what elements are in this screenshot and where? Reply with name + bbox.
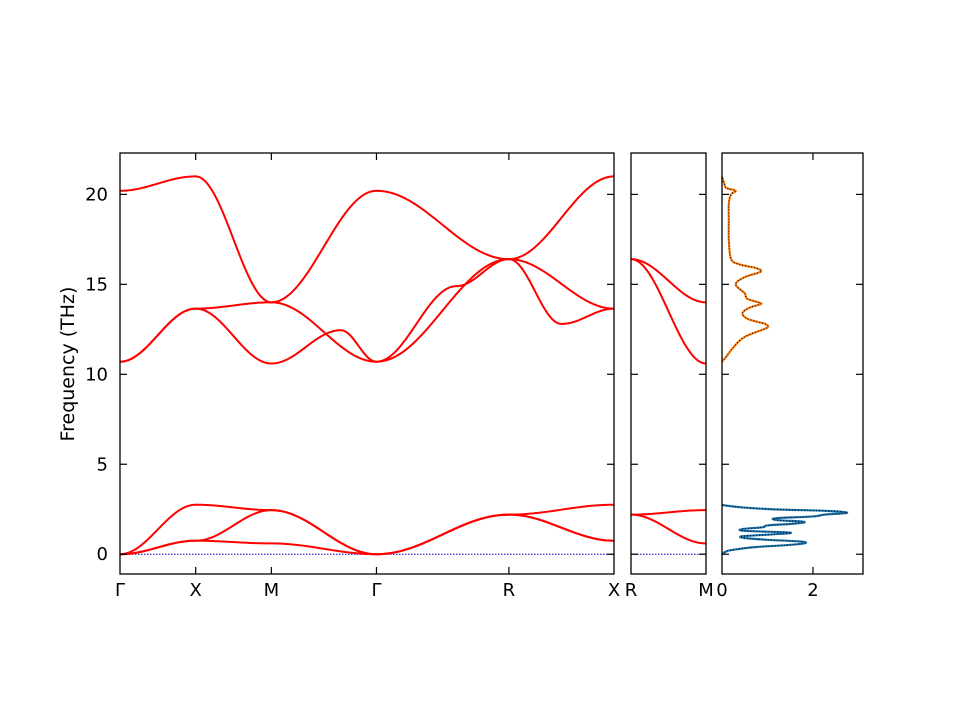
x-tick-label: M: [264, 580, 280, 601]
phonon-band-5: [119, 258, 615, 363]
x-tick-label: 0: [716, 580, 727, 601]
phonon-band-3: [630, 258, 707, 365]
y-tick-label: 5: [97, 454, 108, 475]
y-tick-label: 20: [85, 184, 108, 205]
phonon-band-2: [630, 509, 707, 516]
dos-curve-1: [721, 503, 849, 556]
x-tick-label: Γ: [115, 580, 125, 601]
x-tick-label: Γ: [371, 580, 381, 601]
x-tick-label: R: [503, 580, 516, 601]
x-tick-label: X: [608, 580, 620, 601]
phonon-band-1: [630, 513, 707, 545]
phonon-band-4: [630, 258, 707, 304]
dos-curve-dots-2: [721, 176, 769, 363]
phonon-band-2: [119, 509, 615, 556]
x-tick-label: 2: [807, 580, 818, 601]
phonon-band-1: [119, 503, 615, 556]
panel-frame: [721, 152, 864, 575]
dos-curve-dots-1: [721, 504, 848, 555]
phonon-band-6: [119, 175, 615, 304]
y-tick-label: 10: [85, 364, 108, 385]
panel-frame: [630, 152, 707, 575]
panel-frame: [119, 152, 615, 575]
x-tick-label: M: [698, 580, 714, 601]
x-tick-label: X: [190, 580, 202, 601]
x-tick-label: R: [625, 580, 638, 601]
y-tick-label: 15: [85, 274, 108, 295]
y-axis-label: Frequency (THz): [57, 287, 79, 442]
phonon-band-4: [119, 258, 615, 365]
y-tick-label: 0: [97, 544, 108, 565]
phonon-band-3: [119, 503, 615, 556]
